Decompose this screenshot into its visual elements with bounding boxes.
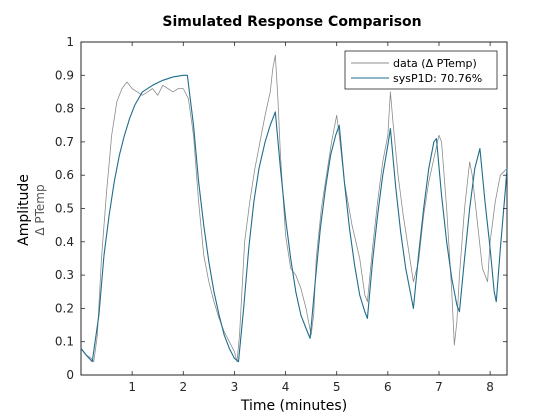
- y-tick-label: 1: [66, 35, 74, 49]
- x-tick-label: 5: [333, 380, 341, 394]
- plot-area: 1 2 3 4 5 6 7 8 0 0.1 0.2 0.3 0.4 0.5 0.6 0.7 0.8 0.9 1: [55, 35, 508, 394]
- x-tick-label: 3: [231, 380, 239, 394]
- y-tick-label: 0.4: [55, 235, 74, 249]
- x-axis-label: Time (minutes): [240, 398, 347, 414]
- x-tick-label: 7: [435, 380, 443, 394]
- series-layer: [80, 54, 508, 363]
- x-tick-label: 2: [179, 380, 187, 394]
- y-tick-label: 0.3: [55, 268, 74, 282]
- x-tick-label: 1: [128, 380, 136, 394]
- y-tick-label: 0.9: [55, 68, 74, 82]
- y-tick-label: 0.5: [55, 202, 74, 216]
- x-tick-label: 6: [384, 380, 392, 394]
- y-axis-unit: Δ PTemp: [33, 184, 47, 235]
- y-axis-ticks: 0 0.1 0.2 0.3 0.4 0.5 0.6 0.7 0.8 0.9 1: [55, 35, 507, 382]
- axes-box: [80, 41, 508, 376]
- series-line-data: [80, 54, 508, 363]
- x-axis-ticks: 1 2 3 4 5 6 7 8: [128, 42, 494, 394]
- legend: data (Δ PTemp) sysP1D: 70.76%: [344, 50, 498, 90]
- y-tick-label: 0.7: [55, 135, 74, 149]
- x-tick-label: 4: [282, 380, 290, 394]
- y-tick-label: 0.8: [55, 102, 74, 116]
- legend-box: [344, 50, 498, 90]
- y-tick-label: 0.1: [55, 335, 74, 349]
- y-tick-label: 0.6: [55, 168, 74, 182]
- series-line-sysp1d: [80, 74, 508, 363]
- x-tick-label: 8: [486, 380, 494, 394]
- y-tick-label: 0.2: [55, 301, 74, 315]
- legend-label-data: data (Δ PTemp): [393, 57, 477, 70]
- chart-title: Simulated Response Comparison: [162, 14, 421, 30]
- y-axis-label: Amplitude: [16, 174, 32, 246]
- y-tick-label: 0: [66, 368, 74, 382]
- legend-label-sysp1d: sysP1D: 70.76%: [393, 72, 482, 85]
